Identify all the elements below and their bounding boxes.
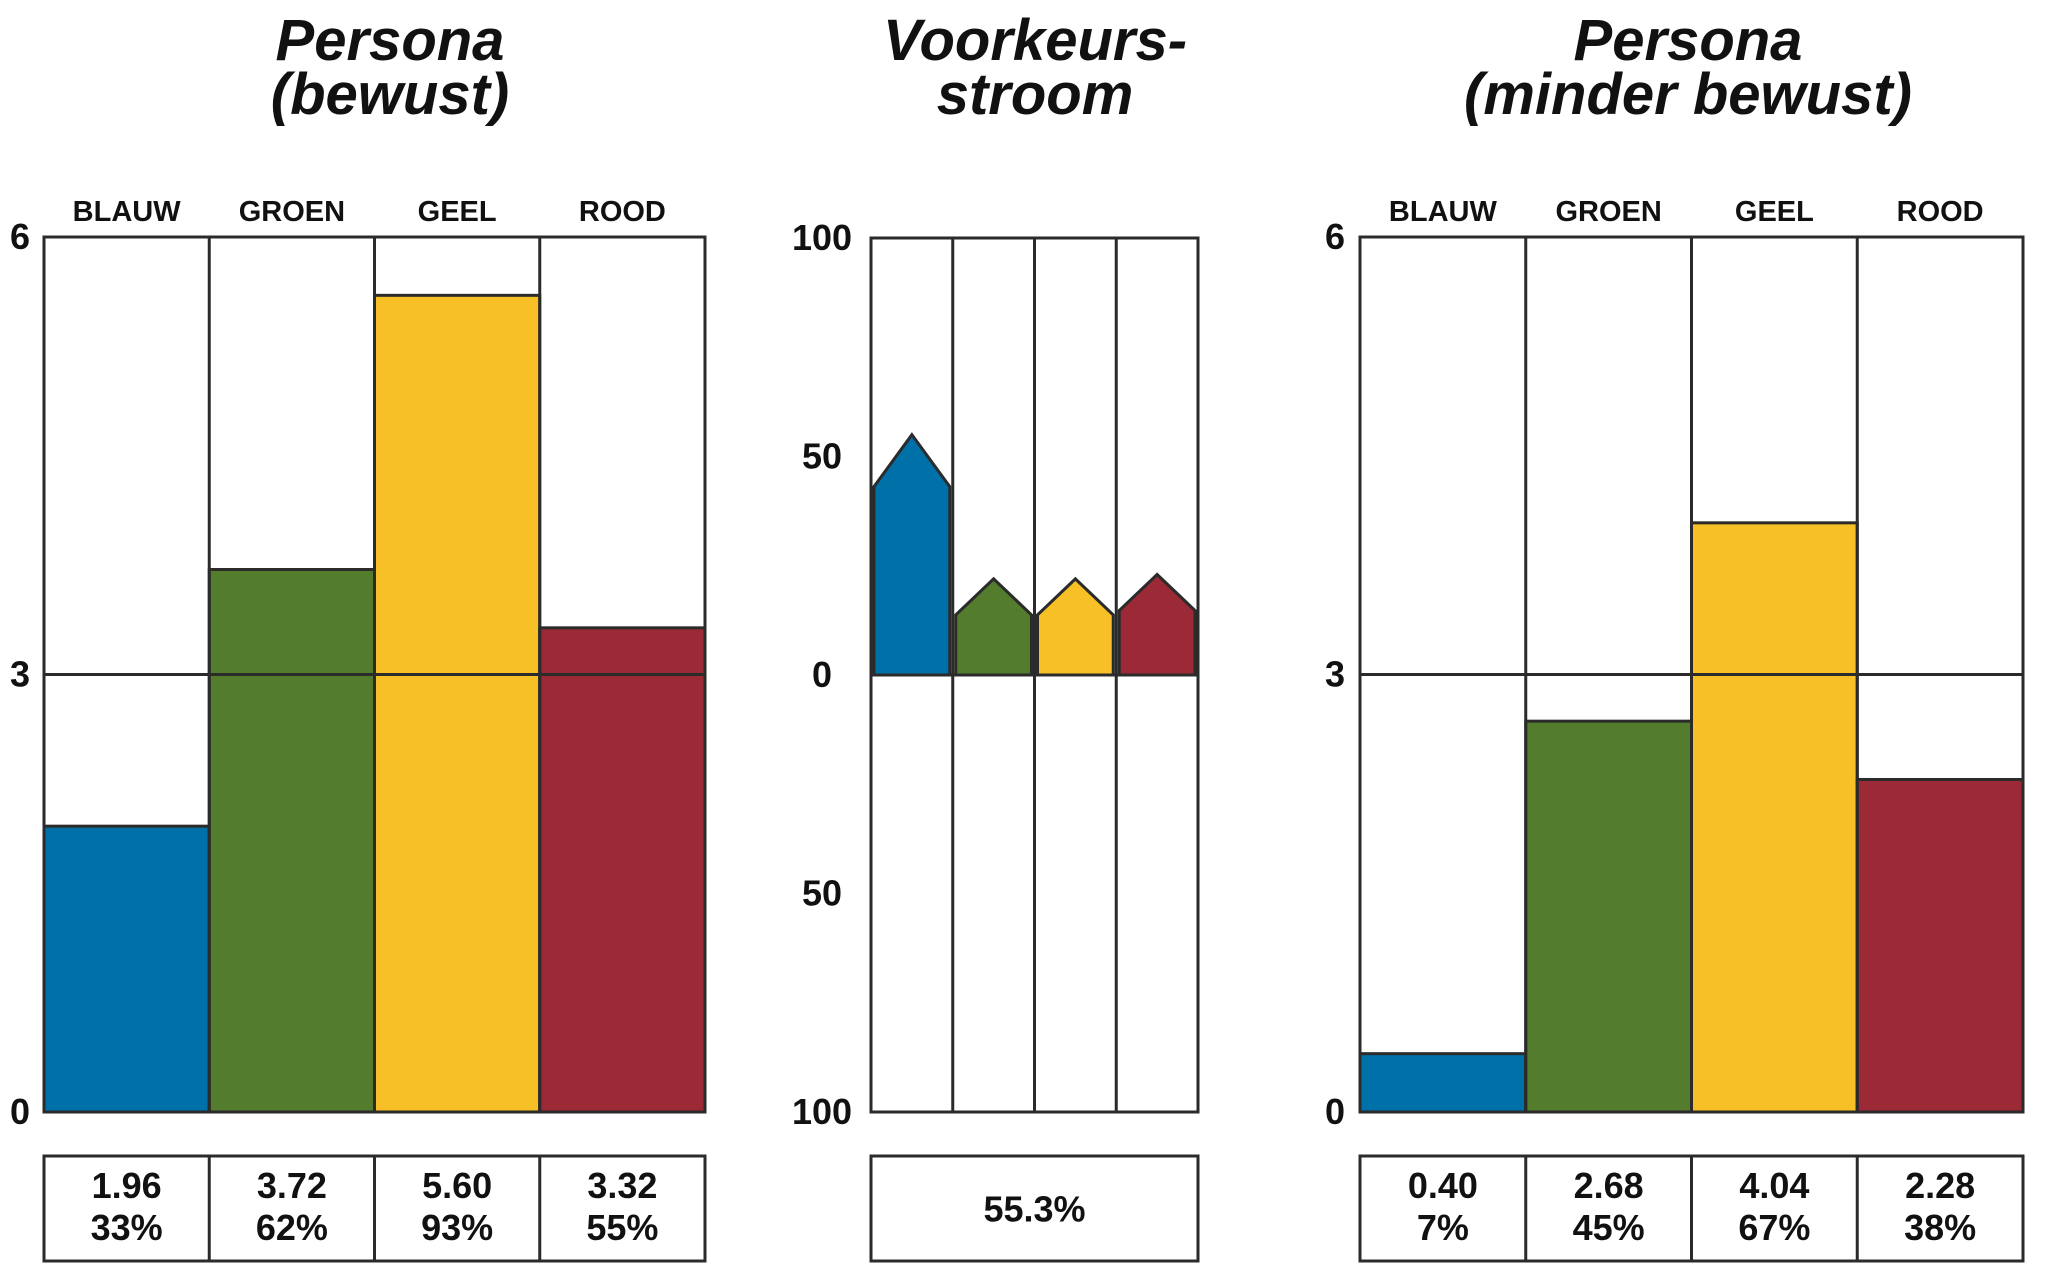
title-line-1: Persona [275,8,505,73]
bar-blauw [42,824,211,1114]
title-line-2: (bewust) [270,62,510,127]
category-label: GROEN [239,196,345,228]
value-label: 3.32 [587,1165,657,1206]
category-label: ROOD [1897,196,1984,228]
value-label: 0.40 [1408,1165,1478,1206]
percentage-label: 55% [586,1207,658,1248]
value-label: 2.68 [1574,1165,1644,1206]
y-tick-label: 0 [10,1091,30,1132]
arrow-bar-1 [872,432,952,677]
title-line-2: (minder bewust) [1464,62,1912,127]
title-line-1: Persona [1573,8,1803,73]
value-label: 3.72 [257,1165,327,1206]
bar-rood [1855,778,2025,1114]
y-tick-label: 100 [792,1091,852,1132]
y-tick-label: 0 [1325,1091,1345,1132]
chart-title-persona-minder-bewust: Persona (minder bewust) [1428,8,1948,127]
percentage-label: 33% [91,1207,163,1248]
y-tick-label: 3 [1325,654,1345,695]
value-label: 4.04 [1739,1165,1809,1206]
y-tick-label: 6 [10,216,30,257]
y-tick-label: 50 [802,436,842,477]
y-tick-label: 3 [10,654,30,695]
y-tick-label: 100 [792,217,852,258]
category-label: GROEN [1555,196,1661,228]
category-label: ROOD [579,196,666,228]
chart-title-persona-bewust: Persona (bewust) [130,8,650,127]
bar-groen [207,568,376,1114]
percentage-label: 67% [1738,1207,1810,1248]
value-label: 2.28 [1905,1165,1975,1206]
percentage-label: 45% [1573,1207,1645,1248]
summary-value: 55.3% [983,1189,1085,1230]
category-label: BLAUW [73,196,182,228]
value-label: 1.96 [92,1165,162,1206]
bar-geel [373,293,542,1114]
value-label: 5.60 [422,1165,492,1206]
percentage-label: 38% [1904,1207,1976,1248]
y-tick-label: 6 [1325,216,1345,257]
percentage-label: 7% [1417,1207,1469,1248]
category-label: GEEL [1735,196,1814,228]
percentage-label: 93% [421,1207,493,1248]
bar-blauw [1358,1052,1528,1114]
title-line-2: stroom [936,62,1134,127]
title-line-1: Voorkeurs- [882,8,1188,73]
percentage-label: 62% [256,1207,328,1248]
category-label: GEEL [418,196,497,228]
bar-rood [538,626,707,1114]
y-tick-label: 50 [802,873,842,914]
category-label: BLAUW [1389,196,1498,228]
bar-groen [1524,719,1693,1114]
chart-title-voorkeursstroom: Voorkeurs- stroom [775,8,1295,127]
y-tick-label: 0 [812,654,832,695]
summary-box [869,1154,1200,1263]
bar-geel [1690,521,1859,1114]
